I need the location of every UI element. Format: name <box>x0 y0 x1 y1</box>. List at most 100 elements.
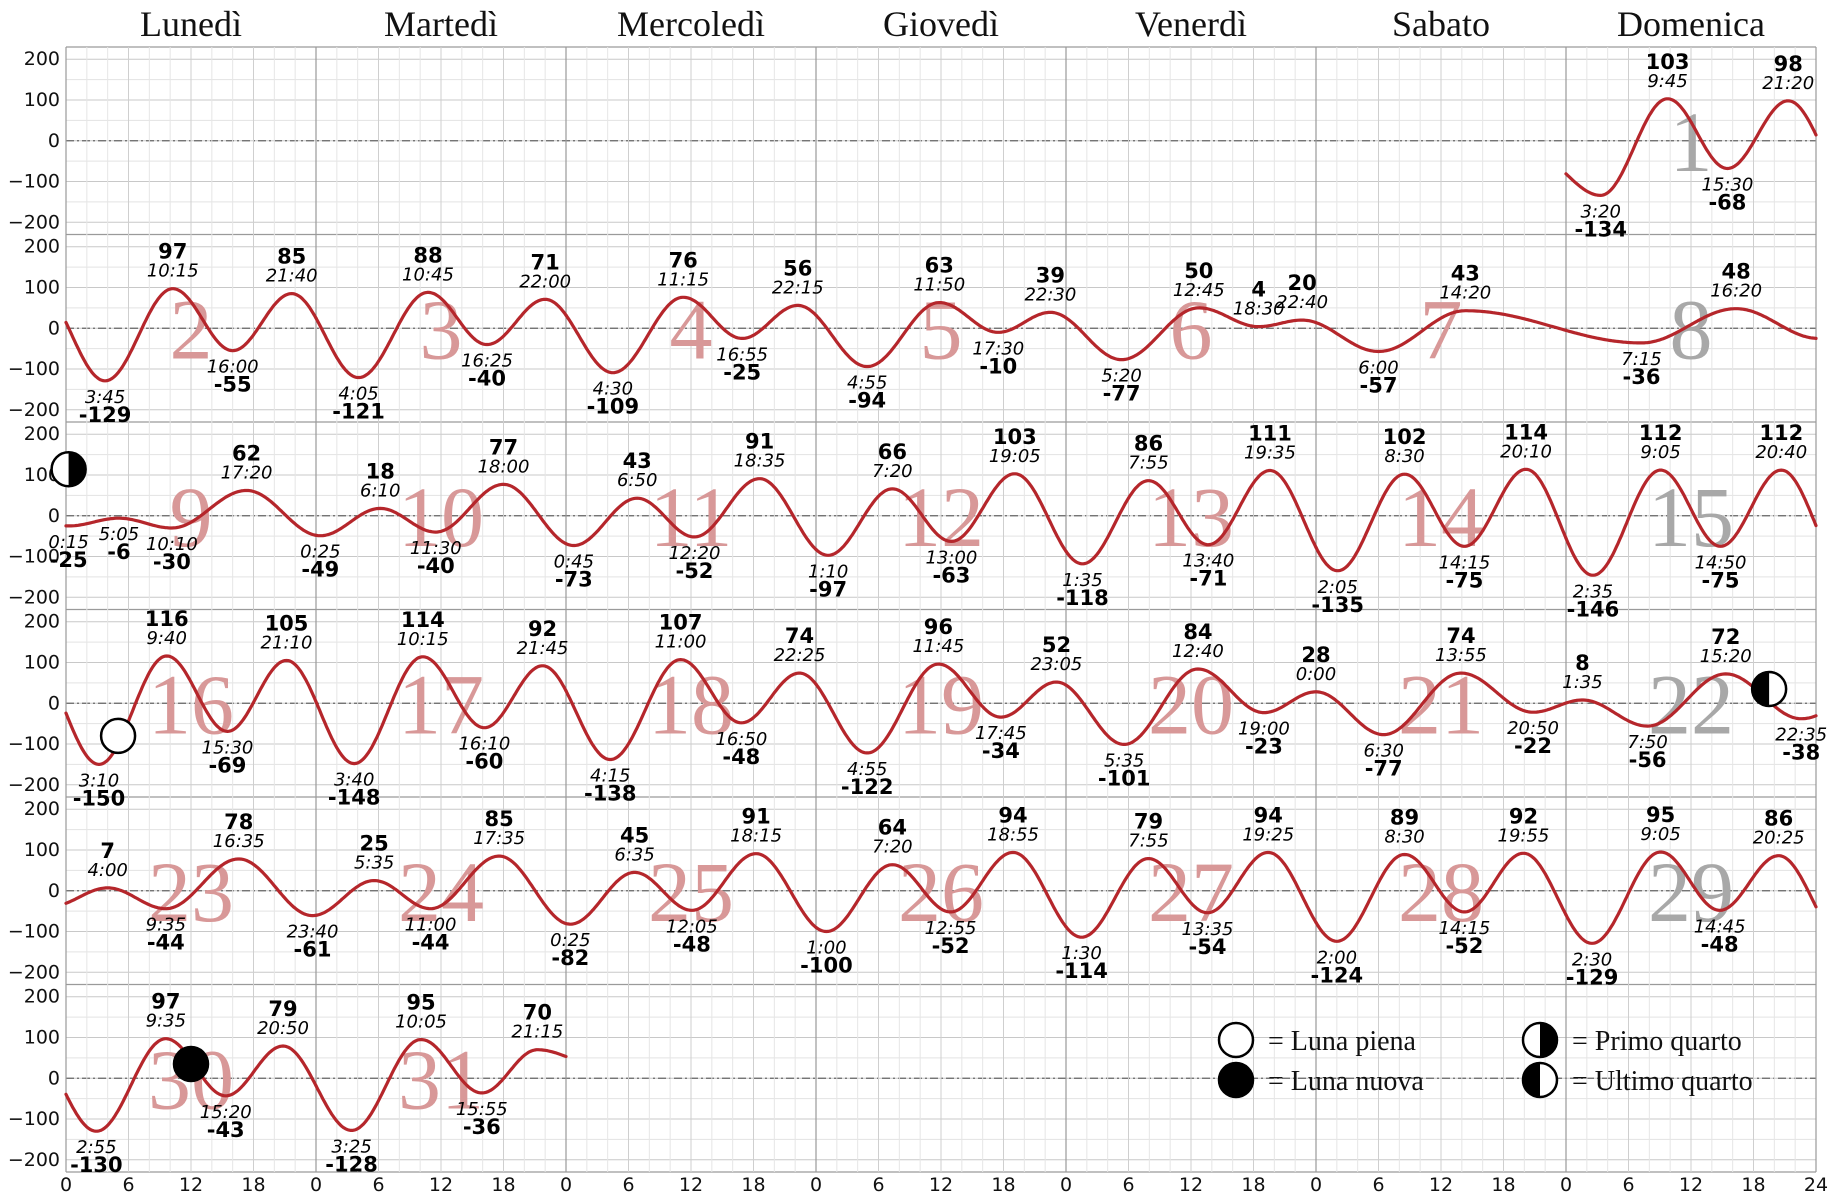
tide-value: -55 <box>214 373 252 397</box>
tide-curve-day-19 <box>814 662 1068 755</box>
tide-time: 9:40 <box>146 628 186 649</box>
tide-value: 114 <box>1504 420 1548 444</box>
tide-time: 6:00 <box>1358 357 1398 378</box>
tide-curve-day-28 <box>1314 851 1568 943</box>
x-tick-label: 12 <box>679 1174 703 1193</box>
y-tick-label: −200 <box>8 1149 60 1171</box>
tide-time: 13:35 <box>1182 919 1234 940</box>
x-tick-label: 6 <box>122 1174 134 1193</box>
y-tick-label: 100 <box>24 1026 60 1048</box>
tide-value: 8 <box>1575 651 1590 675</box>
tide-time: 12:20 <box>669 543 721 564</box>
tide-time: 11:50 <box>913 275 965 296</box>
day-number: 29 <box>1648 844 1734 940</box>
moon-phase-marker <box>1750 670 1788 708</box>
day-number: 21 <box>1398 656 1484 752</box>
tide-time: 10:05 <box>395 1012 447 1033</box>
tide-curve-day-25 <box>564 852 818 930</box>
tide-time: 7:55 <box>1128 831 1168 852</box>
legend-label: = Ultimo quarto <box>1572 1066 1753 1097</box>
tide-curve-day-18 <box>564 657 818 762</box>
tide-time: 16:50 <box>715 729 767 750</box>
tide-time: 16:35 <box>213 831 265 852</box>
y-tick-label: −200 <box>8 399 60 421</box>
y-tick-label: 0 <box>48 692 60 714</box>
day-number: 26 <box>898 844 984 940</box>
tide-value: -38 <box>1782 741 1820 765</box>
x-tick-label: 0 <box>310 1174 322 1193</box>
tide-value: 85 <box>277 245 306 269</box>
tide-value: -100 <box>800 954 853 978</box>
tide-value: 95 <box>406 991 435 1015</box>
tide-value: -23 <box>1245 735 1283 759</box>
first-quarter-moon-shade <box>68 452 86 487</box>
full-moon-icon <box>99 717 137 755</box>
tide-time: 16:20 <box>1710 281 1762 302</box>
tide-value: 20 <box>1287 271 1316 295</box>
tide-value: 4 <box>1251 278 1266 302</box>
tide-curve-day-24 <box>314 854 568 926</box>
tide-curve-day-2 <box>64 287 318 383</box>
x-tick-label: 0 <box>560 1174 572 1193</box>
tide-time: 18:30 <box>1233 299 1285 320</box>
tide-value: -36 <box>1623 365 1661 389</box>
tide-value: -44 <box>147 931 185 955</box>
tide-value: 96 <box>924 615 953 639</box>
x-tick-label: 12 <box>929 1174 953 1193</box>
tide-time: 13:00 <box>925 547 977 568</box>
tide-time: 22:15 <box>772 277 824 298</box>
tide-value: 98 <box>1774 52 1803 76</box>
tide-value: -97 <box>809 577 847 601</box>
y-tick-label: 0 <box>48 317 60 339</box>
full-moon-icon <box>1217 1021 1255 1059</box>
tide-value: 79 <box>1134 810 1163 834</box>
x-tick-label: 18 <box>241 1174 265 1193</box>
y-tick-label: −100 <box>8 171 60 193</box>
x-tick-label: 18 <box>991 1174 1015 1193</box>
tide-value: 74 <box>785 624 814 648</box>
tide-value: -49 <box>301 558 339 582</box>
x-tick-label: 0 <box>1310 1174 1322 1193</box>
tide-time: 12:55 <box>925 918 977 939</box>
tide-time: 15:30 <box>1702 174 1754 195</box>
day-number: 23 <box>148 844 234 940</box>
tide-value: -54 <box>1189 935 1227 959</box>
moon-phases <box>50 451 1788 1083</box>
tide-time: 3:20 <box>1581 201 1621 222</box>
tide-curves <box>64 97 1818 1133</box>
moon-phase-marker <box>50 451 87 488</box>
tide-value: 111 <box>1248 422 1292 446</box>
tide-value: 116 <box>145 607 189 631</box>
tide-curve-day-23 <box>64 857 318 918</box>
day-header: Lunedì <box>140 4 242 44</box>
tide-time: 20:50 <box>1507 718 1559 739</box>
y-tick-label: −200 <box>8 774 60 796</box>
tide-value: 39 <box>1036 263 1065 287</box>
tide-time: 2:05 <box>1317 577 1357 598</box>
tide-value: -25 <box>50 548 88 572</box>
tide-value: -129 <box>79 403 132 427</box>
tide-time: 1:35 <box>1062 570 1102 591</box>
tide-value: -109 <box>587 395 640 419</box>
tide-time: 6:35 <box>614 844 654 865</box>
tide-time: 6:10 <box>360 480 400 501</box>
tide-value: 45 <box>620 823 649 847</box>
tide-time: 16:00 <box>207 357 259 378</box>
day-number: 12 <box>898 469 984 565</box>
tide-value: -128 <box>325 1152 378 1176</box>
y-tick-label: 100 <box>24 276 60 298</box>
y-tick-label: 200 <box>24 986 60 1008</box>
y-tick-label: 0 <box>48 1067 60 1089</box>
tide-time: 9:05 <box>1640 442 1680 463</box>
tide-time: 15:20 <box>1700 646 1752 667</box>
tide-curve-day-11 <box>564 477 818 552</box>
tide-value: -48 <box>1701 932 1739 956</box>
x-tick-label: 0 <box>810 1174 822 1193</box>
tide-time: 19:05 <box>989 446 1041 467</box>
tide-value: -148 <box>328 786 381 810</box>
tide-value: -82 <box>551 946 589 970</box>
tide-value: 70 <box>523 1001 552 1025</box>
tide-value: -56 <box>1629 748 1667 772</box>
tide-time: 5:05 <box>99 524 139 545</box>
new-moon-icon <box>1217 1061 1255 1099</box>
